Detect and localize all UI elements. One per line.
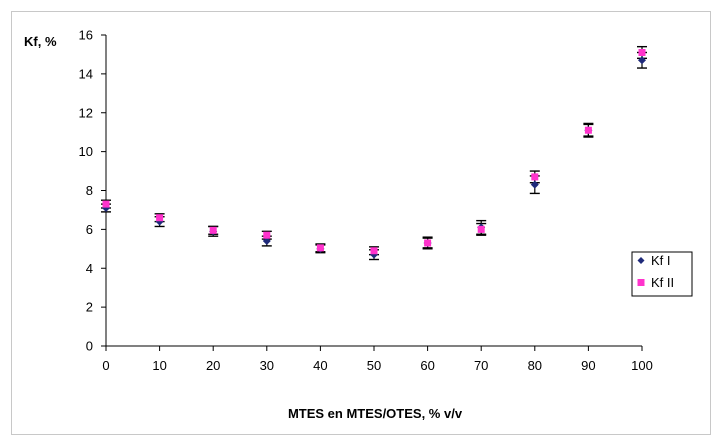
y-tick-label: 8: [86, 183, 93, 198]
y-tick-label: 0: [86, 339, 93, 354]
legend-marker-kf-i: [637, 257, 645, 264]
x-tick-label: 80: [528, 358, 542, 373]
y-tick-label: 4: [86, 261, 93, 276]
kf-ii-point: [638, 48, 646, 56]
kf-ii-point: [263, 231, 271, 239]
x-tick-label: 10: [152, 358, 166, 373]
kf-i-point: [530, 180, 539, 189]
x-tick-label: 40: [313, 358, 327, 373]
x-tick-label: 100: [631, 358, 653, 373]
legend-marker-kf-ii: [637, 279, 645, 286]
y-tick-label: 14: [79, 66, 93, 81]
y-tick-label: 12: [79, 105, 93, 120]
legend-label-kf-ii: Kf II: [651, 275, 674, 290]
kf-i-point: [262, 237, 271, 246]
y-tick-label: 10: [79, 144, 93, 159]
legend: Kf I Kf II: [631, 251, 693, 297]
chart-frame: [11, 11, 711, 435]
kf-ii-point: [102, 200, 110, 208]
axes: 0 2 4 6 8 10 12 14 16 0 10 20 30 40 50 60 70 80 90 100: [79, 28, 653, 374]
kf-ii-point: [156, 214, 164, 222]
kf-ii-point: [424, 239, 432, 247]
legend-label-kf-i: Kf I: [651, 253, 671, 268]
y-tick-label: 6: [86, 222, 93, 237]
x-tick-label: 70: [474, 358, 488, 373]
kf-ii-point: [209, 226, 217, 234]
y-tick-label: 16: [79, 28, 93, 43]
y-axis-label: Kf, %: [24, 34, 57, 49]
kf-ii-point: [316, 244, 324, 252]
x-axis-label: MTES en MTES/OTES, % v/v: [288, 406, 463, 421]
kf-i-point: [638, 56, 646, 65]
error-bars: [101, 45, 647, 261]
x-tick-label: 30: [260, 358, 274, 373]
kf-ii-point: [477, 225, 485, 233]
kf-ii-point: [584, 126, 592, 134]
data-points: [102, 48, 646, 259]
x-tick-label: 0: [102, 358, 109, 373]
x-tick-label: 90: [581, 358, 595, 373]
x-tick-label: 60: [420, 358, 434, 373]
y-tick-label: 2: [86, 300, 93, 315]
x-tick-label: 20: [206, 358, 220, 373]
kf-ii-point: [531, 173, 539, 181]
kf-ii-point: [370, 247, 378, 255]
x-tick-label: 50: [367, 358, 381, 373]
